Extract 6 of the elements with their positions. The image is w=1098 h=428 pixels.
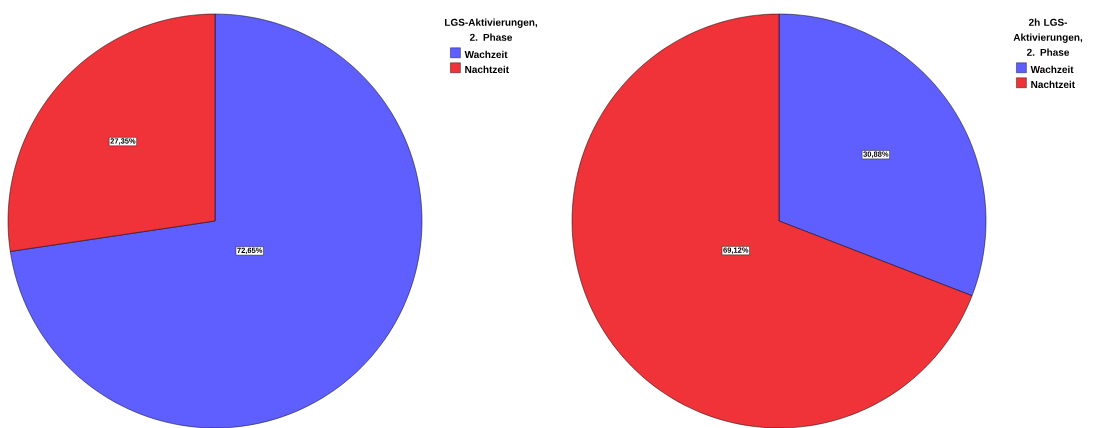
legend-label: Wachzeit bbox=[1030, 65, 1074, 74]
legend-label: Wachzeit bbox=[464, 50, 508, 59]
legend-title: 2h LGS-Aktivierungen, 2. Phase bbox=[1013, 18, 1083, 56]
legend-label: Nachtzeit bbox=[465, 65, 509, 74]
legend-label: Nachtzeit bbox=[1031, 80, 1075, 89]
legend-title: LGS-Aktivierungen, 2. Phase bbox=[445, 18, 538, 41]
